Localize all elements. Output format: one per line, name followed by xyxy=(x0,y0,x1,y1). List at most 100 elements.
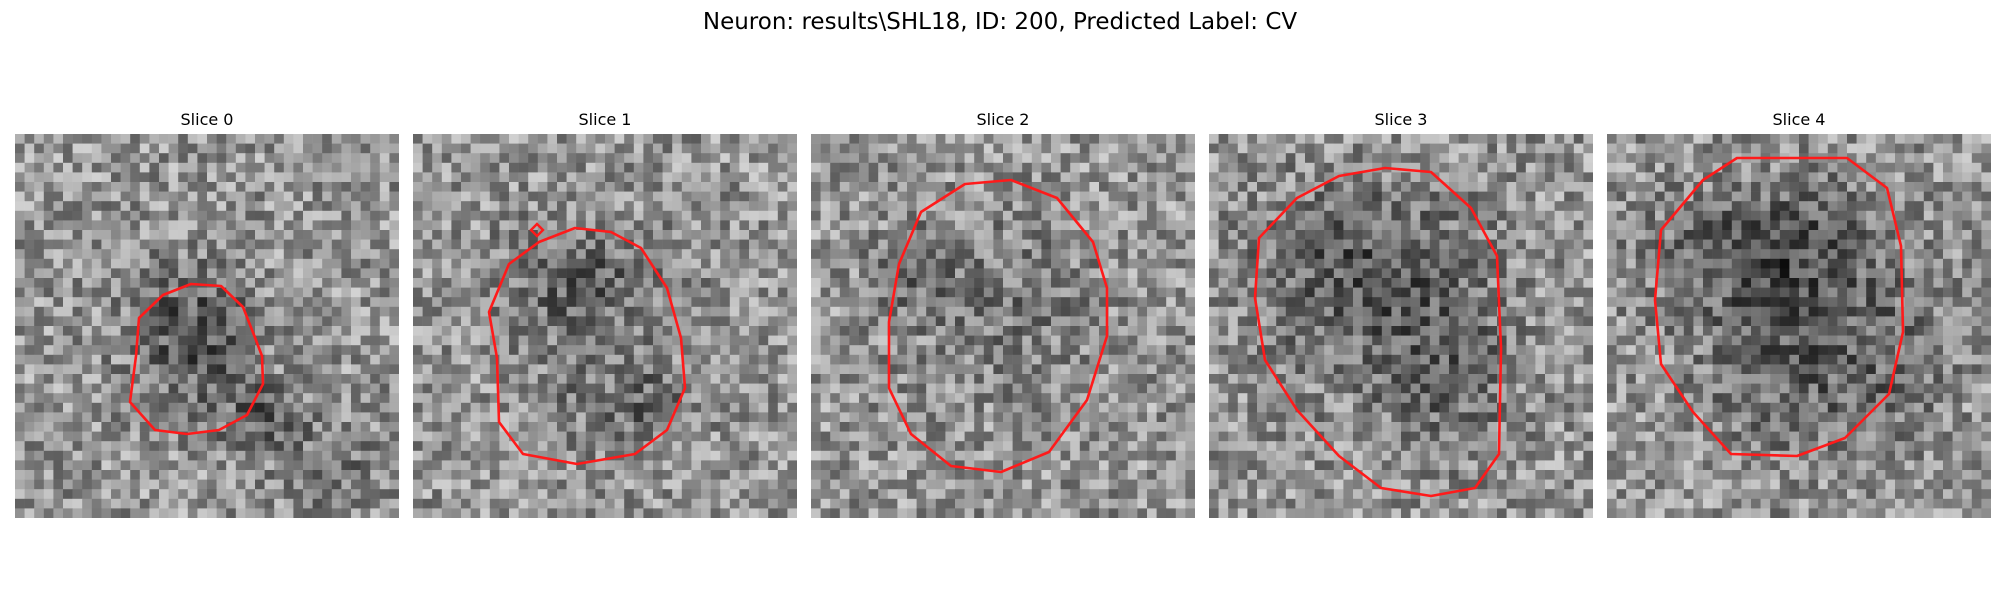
pixel xyxy=(235,210,246,221)
pixel xyxy=(422,354,433,365)
pixel xyxy=(413,470,423,480)
pixel xyxy=(537,335,548,346)
pixel xyxy=(839,153,850,164)
pixel xyxy=(360,498,371,509)
pixel xyxy=(1137,345,1148,356)
pixel xyxy=(82,230,93,240)
pixel xyxy=(489,268,500,279)
pixel xyxy=(739,498,750,509)
pixel xyxy=(235,431,246,442)
pixel xyxy=(916,345,927,356)
pixel xyxy=(1003,508,1013,518)
pixel xyxy=(111,191,121,202)
pixel xyxy=(1185,268,1195,279)
pixel xyxy=(701,498,711,509)
pixel xyxy=(1099,220,1109,231)
pixel xyxy=(585,354,596,365)
pixel xyxy=(312,162,323,173)
pixel xyxy=(370,230,381,240)
pixel xyxy=(566,460,577,471)
pixel xyxy=(887,220,898,231)
pixel xyxy=(1012,201,1023,212)
pixel xyxy=(633,143,644,154)
pixel xyxy=(710,364,721,375)
pixel xyxy=(1175,182,1186,192)
pixel xyxy=(955,239,965,250)
pixel xyxy=(1156,182,1167,192)
pixel xyxy=(1012,258,1023,269)
pixel xyxy=(34,239,45,250)
pixel xyxy=(1079,172,1090,183)
pixel xyxy=(916,287,927,298)
pixel xyxy=(63,460,73,471)
pixel xyxy=(43,306,54,317)
pixel xyxy=(787,364,797,375)
pixel xyxy=(15,450,25,461)
pixel xyxy=(1147,172,1157,183)
pixel xyxy=(839,450,850,461)
pixel xyxy=(1012,172,1023,183)
pixel xyxy=(1079,441,1090,452)
pixel xyxy=(303,191,313,202)
pixel xyxy=(1012,191,1023,202)
pixel xyxy=(739,460,750,471)
pixel xyxy=(868,201,879,212)
pixel xyxy=(585,297,596,308)
pixel xyxy=(197,412,208,423)
pixel xyxy=(811,258,821,269)
pixel xyxy=(777,450,788,461)
pixel xyxy=(993,383,1004,394)
pixel xyxy=(120,182,131,192)
pixel xyxy=(53,498,64,509)
pixel xyxy=(672,162,683,173)
pixel xyxy=(859,402,869,413)
pixel xyxy=(389,316,399,327)
pixel xyxy=(216,498,227,509)
pixel xyxy=(547,354,558,365)
pixel xyxy=(749,450,759,461)
pixel xyxy=(509,345,519,356)
pixel xyxy=(811,162,821,173)
pixel xyxy=(351,326,361,336)
pixel xyxy=(235,249,246,260)
pixel xyxy=(331,258,342,269)
pixel xyxy=(945,402,956,413)
pixel xyxy=(1276,153,1287,164)
pixel xyxy=(528,287,539,298)
pixel xyxy=(331,422,342,432)
pixel xyxy=(681,412,692,423)
pixel xyxy=(432,249,443,260)
pixel xyxy=(768,393,779,404)
pixel xyxy=(422,172,433,183)
pixel xyxy=(1147,297,1157,308)
pixel xyxy=(691,278,702,288)
pixel xyxy=(849,162,860,173)
pixel xyxy=(207,306,217,317)
pixel xyxy=(111,383,121,394)
pixel xyxy=(672,431,683,442)
pixel xyxy=(955,316,965,327)
pixel xyxy=(178,335,189,346)
pixel xyxy=(859,508,869,518)
pixel xyxy=(245,153,256,164)
pixel xyxy=(1257,153,1267,164)
pixel xyxy=(43,220,54,231)
pixel xyxy=(451,316,462,327)
pixel xyxy=(633,297,644,308)
pixel xyxy=(101,402,112,413)
pixel xyxy=(624,306,635,317)
pixel xyxy=(461,287,471,298)
pixel xyxy=(1079,306,1090,317)
pixel xyxy=(1060,297,1071,308)
pixel xyxy=(72,364,83,375)
pixel xyxy=(830,287,841,298)
pixel xyxy=(245,201,256,212)
pixel xyxy=(15,258,25,269)
slice-image-0 xyxy=(15,134,399,518)
pixel xyxy=(1324,134,1335,144)
pixel xyxy=(576,354,587,365)
pixel xyxy=(351,335,361,346)
pixel xyxy=(120,268,131,279)
pixel xyxy=(811,278,821,288)
pixel xyxy=(43,402,54,413)
